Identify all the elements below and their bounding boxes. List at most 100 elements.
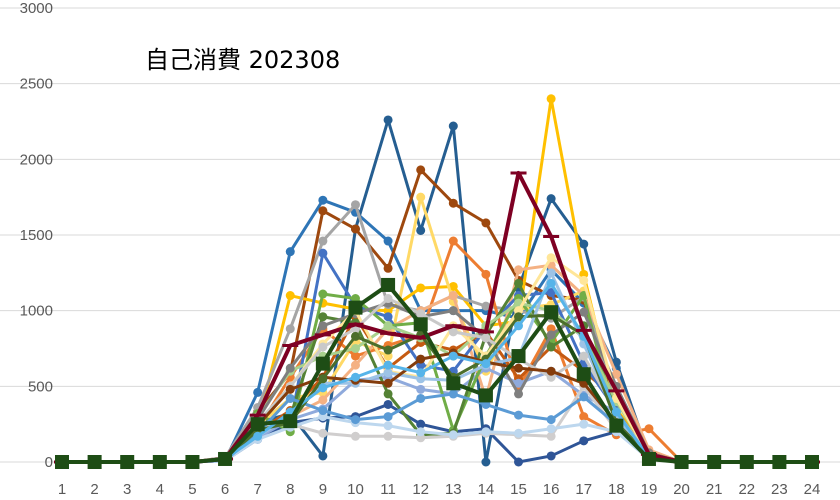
data-point [416, 225, 426, 235]
data-point [285, 363, 295, 373]
data-point [707, 455, 722, 469]
data-point [55, 455, 69, 469]
data-point [514, 321, 524, 331]
data-point [416, 283, 426, 293]
data-point [448, 327, 458, 337]
data-point [546, 194, 556, 204]
data-point [350, 431, 360, 441]
data-point [416, 192, 426, 202]
data-point [481, 218, 491, 228]
data-point [546, 451, 556, 461]
x-tick-label: 5 [188, 481, 196, 498]
data-point [772, 455, 787, 469]
series-13 [57, 289, 817, 467]
x-tick-label: 16 [543, 481, 560, 498]
data-point [511, 349, 526, 364]
data-point [546, 94, 556, 104]
data-point [87, 455, 102, 469]
data-point [318, 206, 328, 216]
series-16 [57, 381, 817, 467]
data-point [285, 384, 295, 394]
data-point [318, 383, 328, 393]
data-point [383, 368, 393, 378]
data-point [481, 427, 491, 437]
data-point [350, 372, 360, 382]
y-tick-label: 500 [28, 378, 53, 395]
data-point [448, 306, 458, 316]
data-point [576, 367, 591, 382]
x-tick-label: 20 [673, 481, 690, 498]
series-27 [55, 277, 819, 469]
x-tick-label: 9 [319, 481, 327, 498]
data-point [481, 457, 491, 467]
data-point [381, 277, 396, 292]
x-tick-label: 2 [90, 481, 98, 498]
y-tick-label: 1500 [20, 227, 53, 244]
data-point [514, 389, 524, 399]
data-point [285, 291, 295, 301]
data-point [383, 321, 393, 331]
series-line [62, 170, 812, 464]
series-line [62, 366, 812, 464]
data-point [514, 410, 524, 420]
data-point [446, 376, 461, 391]
y-tick-label: 0 [45, 454, 53, 471]
data-point [448, 430, 458, 440]
series-24 [57, 310, 817, 467]
data-point [253, 387, 263, 397]
data-point [318, 321, 328, 331]
data-point [546, 278, 556, 288]
data-point [416, 165, 426, 175]
data-point [579, 436, 589, 446]
y-tick-label: 3000 [20, 0, 53, 17]
data-point [416, 384, 426, 394]
series-line [62, 415, 812, 464]
x-tick-label: 12 [412, 481, 429, 498]
data-point [383, 389, 393, 399]
data-point [285, 324, 295, 334]
data-point [611, 369, 621, 379]
data-point [350, 360, 360, 370]
data-point [318, 428, 328, 438]
data-point [416, 368, 426, 378]
data-point [383, 312, 393, 322]
data-point [448, 121, 458, 131]
data-point [579, 419, 589, 429]
data-point [514, 312, 524, 322]
data-point [579, 392, 589, 402]
data-point [253, 431, 263, 441]
x-tick-label: 23 [771, 481, 788, 498]
data-point [546, 268, 556, 278]
series-line [62, 315, 812, 464]
data-point [318, 395, 328, 405]
data-point [609, 418, 624, 433]
x-tick-label: 15 [510, 481, 527, 498]
series-line [62, 195, 812, 464]
data-point [448, 389, 458, 399]
x-tick-label: 11 [380, 481, 396, 498]
data-point [285, 247, 295, 257]
data-point [318, 236, 328, 246]
data-point [579, 275, 589, 285]
series-4 [57, 94, 817, 467]
series-23 [57, 348, 817, 467]
data-point [514, 457, 524, 467]
x-tick-label: 7 [253, 481, 261, 498]
data-point [546, 330, 556, 340]
data-point [478, 388, 493, 403]
data-point [318, 289, 328, 299]
x-tick-label: 1 [58, 481, 66, 498]
data-point [318, 374, 328, 384]
data-point [350, 351, 360, 361]
x-tick-label: 8 [286, 481, 294, 498]
data-point [448, 351, 458, 361]
data-point [318, 248, 328, 258]
data-point [481, 333, 491, 343]
x-tick-label: 10 [347, 481, 364, 498]
data-point [250, 417, 265, 432]
data-point [544, 305, 559, 320]
data-point [318, 406, 328, 416]
data-point [514, 428, 524, 438]
data-point [383, 412, 393, 422]
data-point [514, 378, 524, 388]
